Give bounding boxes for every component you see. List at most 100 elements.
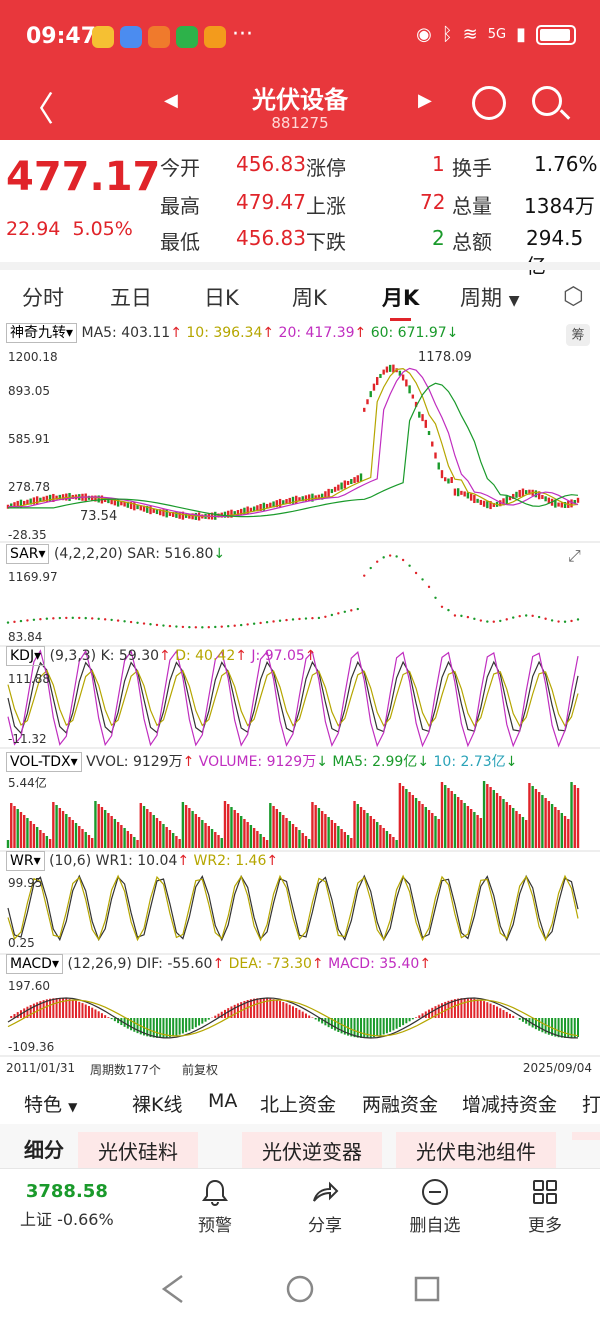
- tab-holding-change[interactable]: 增减持资金: [462, 1094, 558, 1116]
- candle: [479, 499, 483, 505]
- vol-select[interactable]: VOL-TDX▾: [6, 752, 82, 772]
- macd-bar: [327, 1018, 330, 1028]
- macd-bar: [411, 1018, 414, 1020]
- volume-bar: [139, 803, 142, 848]
- recents-square-icon[interactable]: [414, 1276, 440, 1302]
- sar-dot: [201, 626, 204, 629]
- candle: [466, 492, 470, 499]
- tab-weekly-k[interactable]: 周K: [292, 286, 327, 310]
- quote-panel: 477.17 22.94 5.05% 今开 456.83 涨停 1 换手 1.7…: [0, 140, 600, 278]
- chip-inverter[interactable]: 光伏逆变器: [242, 1132, 382, 1169]
- sar-dot: [181, 625, 185, 629]
- macd-bar: [382, 1018, 385, 1035]
- macd-params: (12,26,9): [67, 956, 132, 972]
- home-circle-icon[interactable]: [286, 1275, 314, 1303]
- macd-bar: [259, 998, 262, 1018]
- tab-more-cut[interactable]: 打: [582, 1094, 600, 1116]
- sar-dot: [298, 617, 301, 621]
- volume-bar: [376, 822, 379, 848]
- tab-margin[interactable]: 两融资金: [362, 1094, 439, 1116]
- wr-ymax: 99.95: [8, 876, 43, 890]
- turnover-label: 换手: [452, 156, 492, 180]
- sar-dot: [550, 619, 554, 622]
- volume-bar: [573, 785, 576, 848]
- macd-bar: [230, 1006, 233, 1018]
- system-nav-bar: [0, 1246, 600, 1326]
- macd-bar: [246, 1000, 249, 1018]
- candle: [456, 488, 460, 497]
- candle: [418, 411, 421, 418]
- sar-dot: [317, 616, 321, 620]
- adjustment-mode[interactable]: 前复权: [182, 1063, 219, 1077]
- sar-params: (4,2,2,20): [53, 546, 123, 562]
- volume-bar: [13, 806, 16, 848]
- candle: [324, 491, 327, 499]
- candle: [534, 490, 538, 498]
- volume-bar: [227, 804, 230, 848]
- volume-bar: [81, 829, 84, 848]
- tab-intraday[interactable]: 分时: [22, 286, 64, 310]
- chip-module[interactable]: 光伏电池组件: [396, 1132, 556, 1169]
- tab-monthly-k[interactable]: 月K: [382, 282, 419, 321]
- candle: [35, 496, 39, 505]
- candle: [301, 496, 304, 502]
- chips-button[interactable]: 筹: [566, 324, 590, 346]
- macd-bar: [421, 1013, 424, 1018]
- candle: [440, 470, 444, 479]
- volume-bar: [560, 813, 564, 848]
- tab-period[interactable]: 周期 ▼: [460, 282, 519, 312]
- candle: [499, 500, 502, 507]
- back-button[interactable]: 〈: [20, 90, 54, 130]
- macd-select[interactable]: MACD▾: [6, 954, 63, 974]
- tab-five-day[interactable]: 五日: [110, 286, 152, 310]
- prev-stock-button[interactable]: ◀: [164, 90, 178, 111]
- tab-northbound[interactable]: 北上资金: [260, 1094, 337, 1116]
- volume-bar: [107, 813, 110, 848]
- wr-select[interactable]: WR▾: [6, 851, 45, 871]
- kline-chart-area[interactable]: [0, 318, 600, 1080]
- main-indicator-select[interactable]: 神奇九转▾: [6, 323, 78, 343]
- chip-silicon[interactable]: 光伏硅料: [78, 1132, 198, 1169]
- app-notification-icon: [148, 26, 170, 48]
- tab-naked-k[interactable]: 裸K线: [132, 1094, 183, 1116]
- index-ticker[interactable]: 3788.58 上证 -0.66%: [20, 1181, 114, 1230]
- expand-icon[interactable]: ⤢: [568, 546, 581, 565]
- nav-more[interactable]: 更多: [500, 1177, 590, 1236]
- nav-remove-watchlist[interactable]: 删自选: [390, 1177, 480, 1236]
- sar-dot: [486, 620, 489, 623]
- open-value: 456.83: [236, 152, 306, 176]
- volume-bar: [495, 793, 499, 848]
- candle: [408, 385, 411, 394]
- tab-ma[interactable]: MA: [208, 1090, 238, 1112]
- mascot-icon[interactable]: [472, 86, 506, 120]
- candle: [10, 503, 13, 509]
- volume-bar: [265, 840, 269, 848]
- tab-feature[interactable]: 特色 ▼: [24, 1090, 77, 1117]
- tab-daily-k[interactable]: 日K: [204, 286, 239, 310]
- macd-bar: [217, 1013, 220, 1018]
- candle: [385, 366, 389, 373]
- chip-partial[interactable]: [572, 1132, 600, 1140]
- volume-bar: [42, 833, 45, 848]
- volume-bar: [414, 798, 418, 848]
- kdj-k: K: 59.30: [100, 648, 160, 664]
- sar-dot: [220, 625, 223, 628]
- settings-hexagon-icon[interactable]: ⬡: [563, 282, 584, 310]
- macd-bar: [521, 1018, 524, 1022]
- search-icon[interactable]: [532, 86, 562, 116]
- sar-dot: [330, 613, 334, 617]
- sar-dot: [570, 619, 573, 623]
- macd-bar: [466, 998, 469, 1018]
- sar-select[interactable]: SAR▾: [6, 544, 50, 564]
- nav-alert[interactable]: 预警: [170, 1177, 260, 1236]
- volume-bar: [447, 788, 450, 848]
- back-triangle-icon[interactable]: [161, 1274, 183, 1304]
- volume-bar: [84, 832, 87, 848]
- wechat-icon: [176, 26, 198, 48]
- next-stock-button[interactable]: ▶: [418, 90, 432, 111]
- macd-bar: [249, 999, 252, 1018]
- candle: [512, 493, 515, 499]
- kdj-select[interactable]: KDJ▾: [6, 646, 46, 666]
- system-nav-icons: [161, 1274, 440, 1304]
- nav-share[interactable]: 分享: [280, 1177, 370, 1236]
